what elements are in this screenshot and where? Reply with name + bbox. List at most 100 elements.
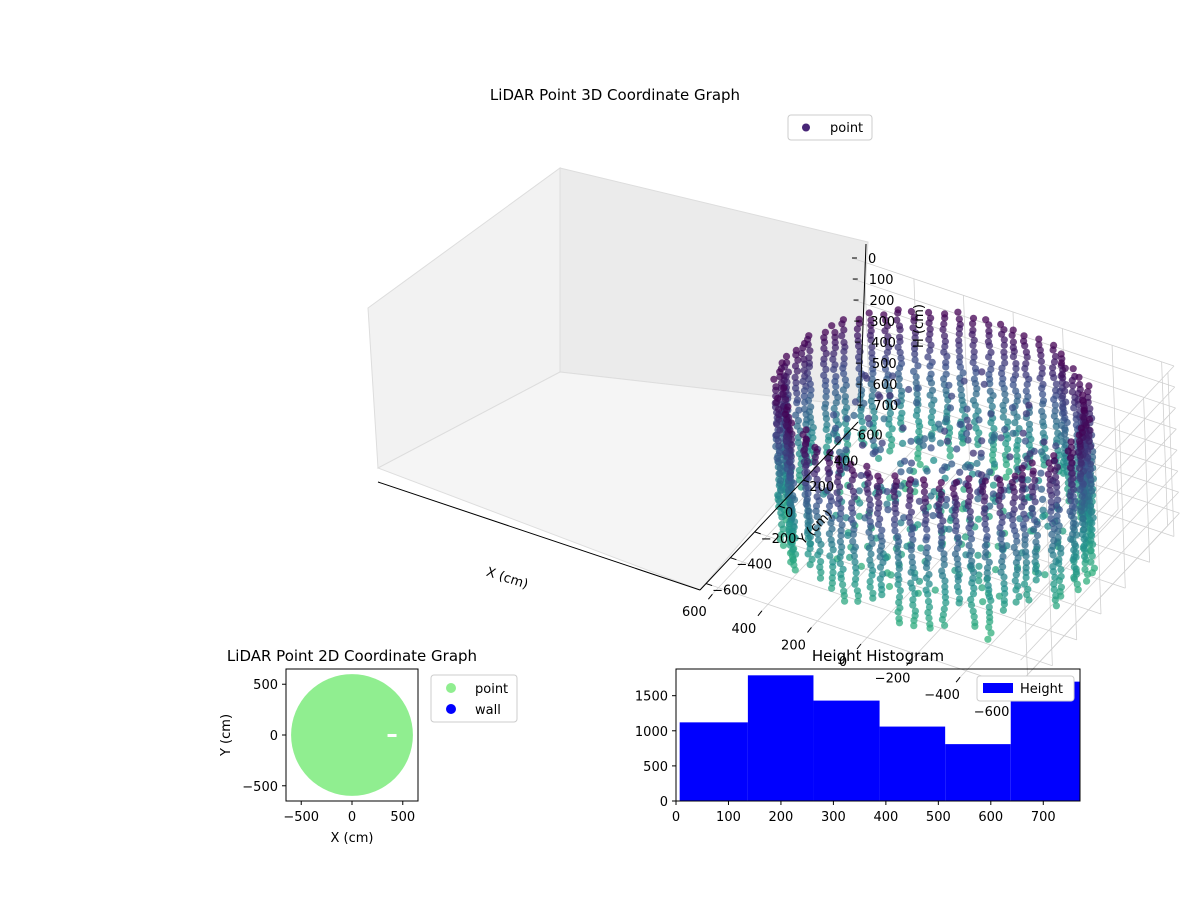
point-3d [784, 403, 792, 411]
point-3d [960, 377, 968, 385]
point-3d [1061, 414, 1069, 422]
histogram-frame [675, 668, 1081, 802]
point-3d [831, 344, 840, 352]
point-3d [952, 527, 960, 535]
point-3d [807, 386, 815, 394]
point-3d [919, 476, 928, 484]
point-3d [926, 362, 934, 370]
point-3d [1070, 546, 1078, 554]
point-3d [1038, 407, 1046, 415]
legend-hist-swatch [983, 683, 1013, 693]
point-3d [1052, 380, 1060, 388]
point-3d [1012, 387, 1020, 395]
point-3d [906, 466, 914, 475]
point-3d [1084, 388, 1092, 396]
point-3d [851, 398, 860, 406]
point-3d [1012, 360, 1020, 368]
point-3d [801, 398, 809, 406]
point-3d [821, 381, 829, 390]
point-3d [1081, 565, 1089, 574]
point-3d [1020, 510, 1028, 518]
point-3d [924, 597, 933, 606]
point-3d [1085, 415, 1094, 423]
histogram-x-tick-label: 200 [769, 810, 794, 825]
y-tick-label-3d: −200 [761, 532, 797, 547]
point-3d [1022, 548, 1030, 556]
point-3d [984, 635, 992, 643]
point-3d [825, 502, 834, 510]
point-3d [1079, 515, 1087, 523]
point-3d [886, 403, 894, 411]
point-3d [997, 568, 1005, 576]
point-3d [876, 393, 884, 401]
histogram-bar [879, 726, 946, 801]
histogram-x-tick-label: 700 [1031, 810, 1056, 825]
point-3d [1088, 519, 1096, 527]
point-3d [832, 424, 840, 432]
x-tick-3d [906, 660, 911, 666]
point-3d [858, 386, 866, 394]
point-3d [822, 387, 831, 395]
point-3d [1022, 348, 1030, 356]
point-3d [887, 571, 895, 579]
point-3d [910, 616, 918, 625]
point-3d [833, 478, 842, 486]
point-3d [972, 390, 980, 398]
point-3d [967, 529, 975, 537]
point-3d [953, 501, 961, 509]
point-3d [864, 469, 872, 477]
point-3d [831, 389, 840, 397]
point-3d [971, 364, 980, 373]
point-3d [804, 550, 812, 558]
point-3d [791, 362, 800, 370]
point-3d [1050, 580, 1058, 588]
point-3d [1023, 591, 1031, 599]
point-3d [1044, 470, 1052, 478]
point-3d [1032, 565, 1040, 573]
point-3d [1012, 586, 1020, 594]
point-3d [1062, 381, 1070, 389]
point-3d [1045, 459, 1053, 467]
point-3d [935, 420, 943, 428]
point-3d [940, 332, 949, 340]
point-3d [997, 320, 1005, 328]
point-3d [1035, 341, 1043, 349]
point-3d [901, 457, 909, 465]
point-3d [896, 364, 904, 372]
point-3d [891, 521, 899, 529]
point-3d [1009, 344, 1017, 352]
point-3d [896, 587, 904, 595]
point-3d [1028, 459, 1036, 467]
point-3d [963, 429, 971, 438]
point-3d [1047, 515, 1055, 523]
point-3d [974, 515, 983, 523]
point-3d [1018, 486, 1026, 494]
point-3d [1024, 476, 1032, 484]
point-3d [1009, 510, 1017, 518]
point-3d [970, 375, 979, 383]
point-3d [894, 542, 902, 550]
point-3d [812, 502, 821, 510]
point-3d [1083, 577, 1091, 585]
point-3d [949, 484, 957, 492]
point-3d [856, 499, 864, 507]
point-3d [1005, 467, 1013, 476]
point-3d [923, 533, 931, 541]
point-3d [822, 393, 830, 401]
point-3d [884, 506, 892, 514]
point-3d [791, 373, 799, 381]
point-3d [1000, 596, 1008, 605]
point-3d [894, 580, 902, 589]
point-cloud-2d-gap [387, 733, 397, 737]
legend-2d-marker-point [446, 683, 456, 693]
chart-2d-ylabel: Y (cm) [219, 714, 234, 757]
point-3d [873, 509, 882, 517]
point-3d [814, 536, 823, 544]
histogram-x-tick-label: 100 [716, 810, 741, 825]
point-3d [1008, 404, 1017, 412]
point-3d [1022, 559, 1031, 567]
point-3d [943, 437, 951, 445]
point-3d [1018, 476, 1026, 484]
point-3d [841, 393, 850, 401]
